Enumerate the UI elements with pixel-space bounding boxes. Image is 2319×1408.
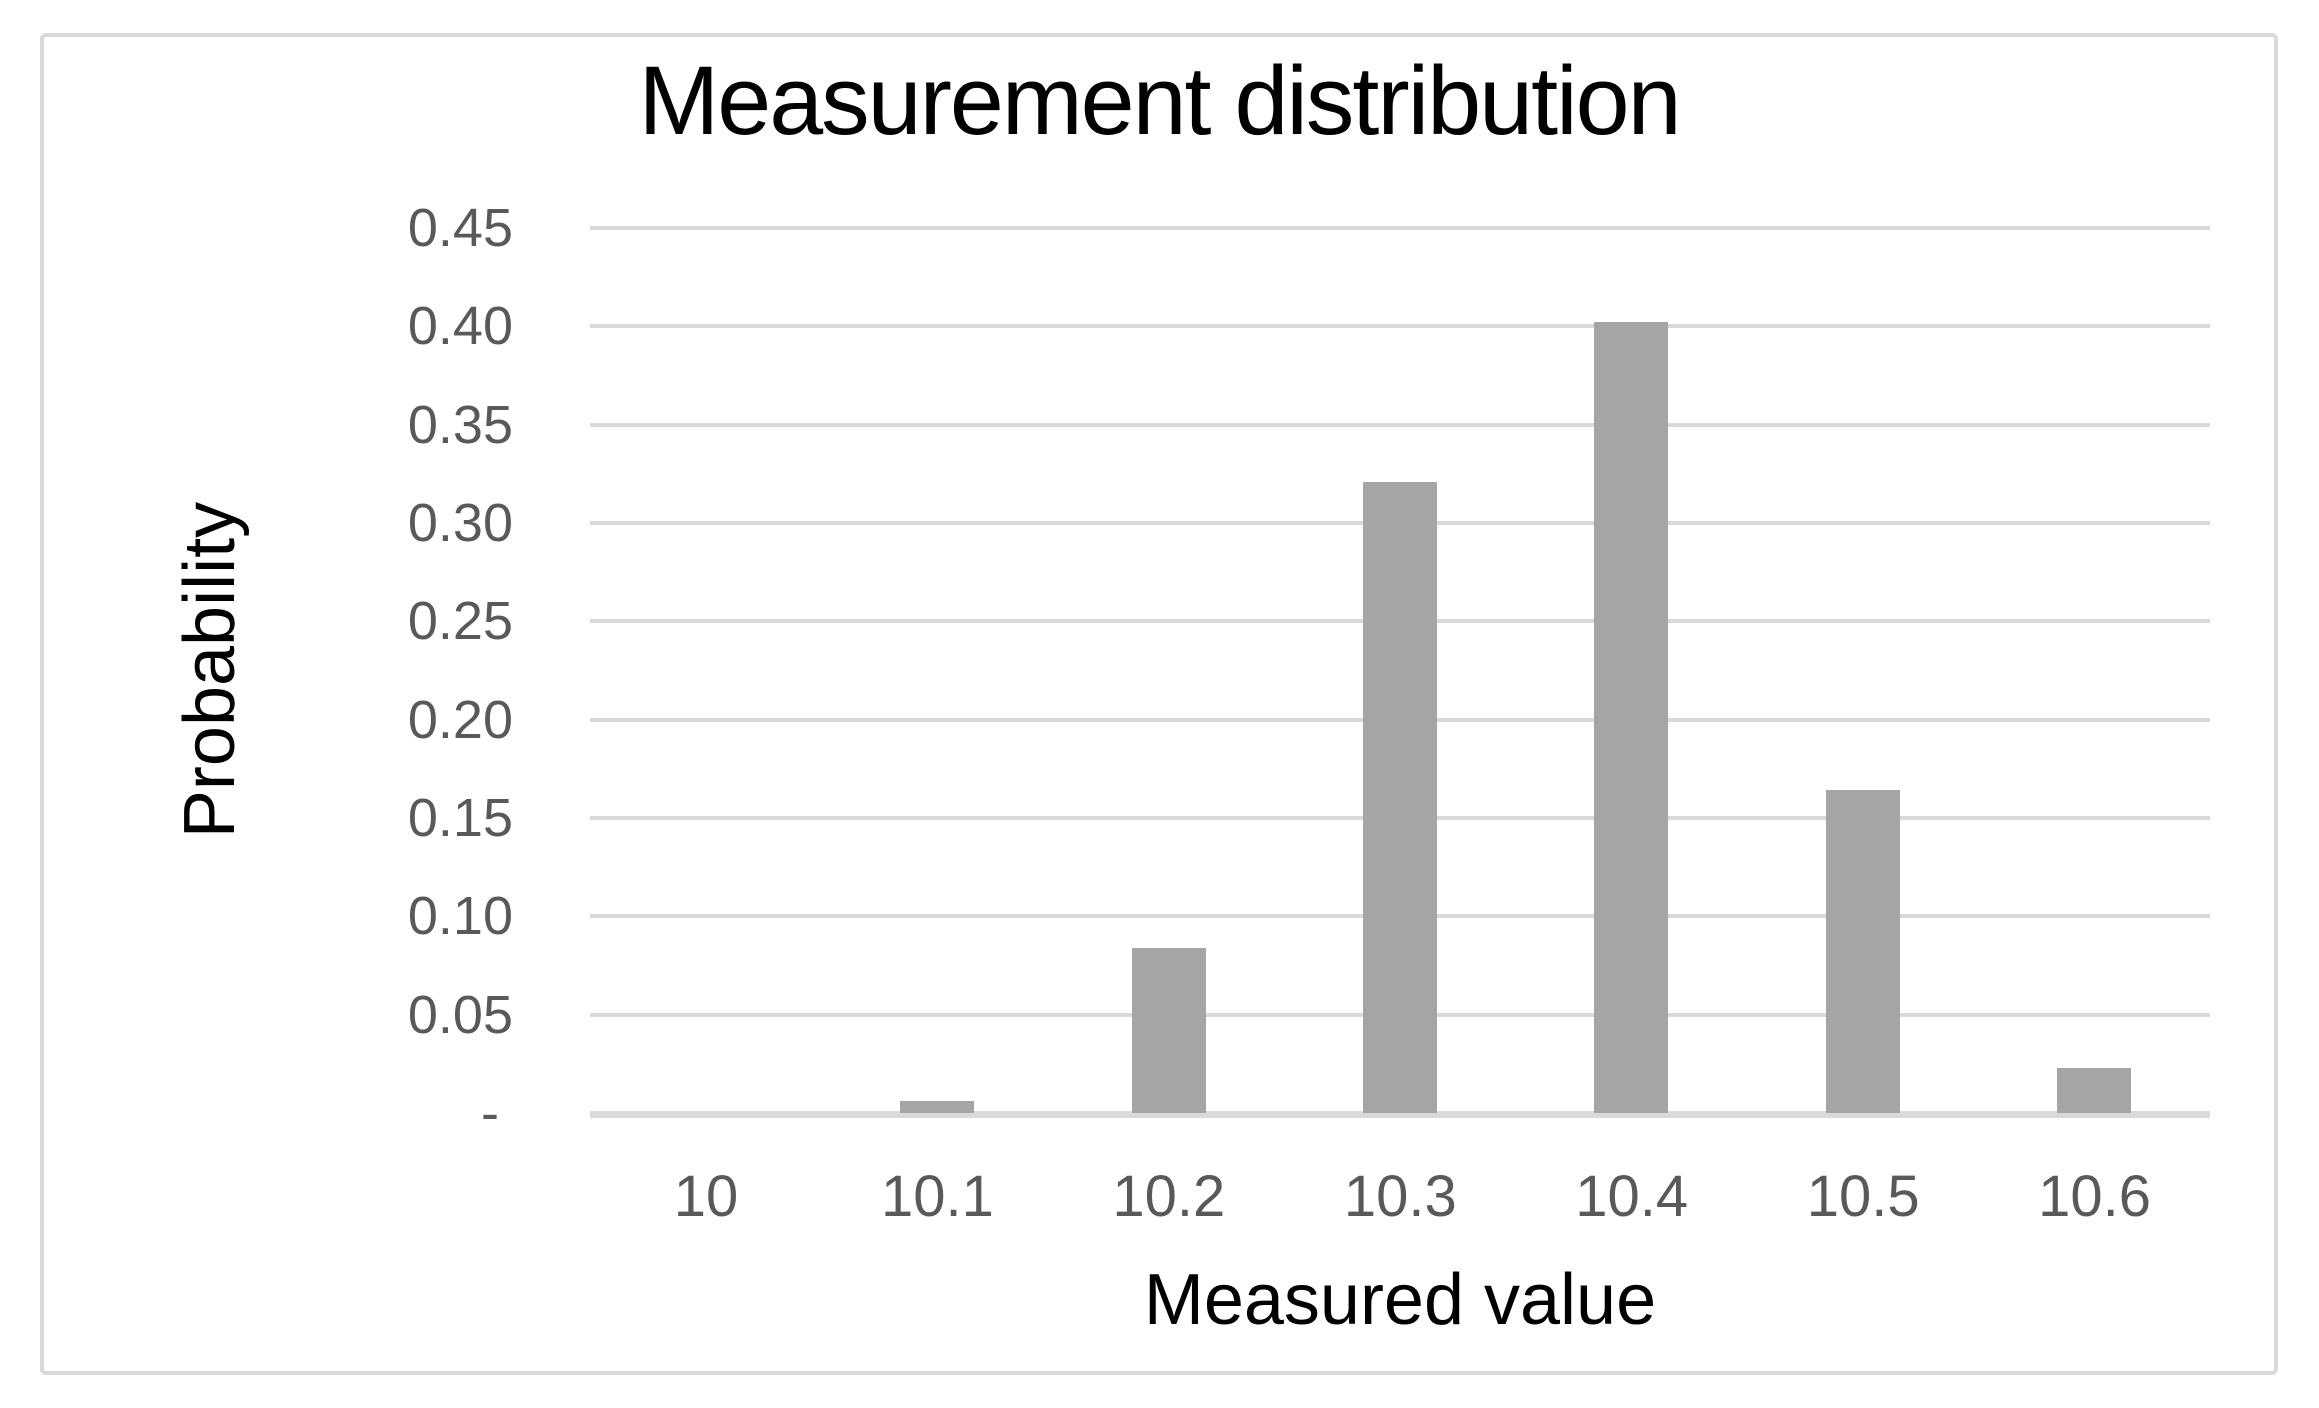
bar-10.4 (1594, 322, 1669, 1113)
plot-area (590, 226, 2210, 1118)
y-tick-label: 0.25 (407, 591, 513, 652)
y-tick-label: 0.45 (407, 198, 513, 258)
x-tick-label: 10.5 (1806, 1164, 1920, 1229)
x-axis-title: Measured value (1143, 1260, 1657, 1340)
y-tick-label: 0.30 (407, 493, 513, 553)
bar-10.5 (1825, 790, 1900, 1113)
bar-10.2 (1131, 947, 1206, 1113)
x-tick-label: 10.4 (1575, 1164, 1689, 1229)
x-tick-label: 10.3 (1343, 1164, 1457, 1229)
x-tick-label: 10.1 (880, 1164, 994, 1229)
chart-container: Measurement distribution Probability Mea… (40, 33, 2278, 1375)
y-tick-label: 0.35 (407, 394, 513, 455)
bar-10.1 (900, 1101, 975, 1113)
chart-title: Measurement distribution (638, 46, 1681, 155)
x-axis-line (590, 1111, 2210, 1118)
y-axis-title: Probability (170, 501, 250, 839)
x-tick-label: 10 (673, 1164, 739, 1229)
gridline (590, 324, 2210, 329)
x-tick-label: 10.2 (1112, 1164, 1226, 1229)
y-tick-label: 0.20 (407, 689, 513, 750)
y-tick-label: 0.10 (407, 886, 513, 947)
y-tick-label: - (481, 1083, 499, 1143)
bar-10.6 (2057, 1067, 2132, 1113)
gridline (590, 226, 2210, 230)
y-tick-label: 0.05 (407, 984, 513, 1045)
y-tick-label: 0.40 (407, 296, 513, 357)
gridline (590, 422, 2210, 427)
x-tick-label: 10.6 (2038, 1164, 2151, 1229)
bar-10.3 (1363, 481, 1437, 1113)
y-tick-label: 0.15 (407, 788, 513, 848)
